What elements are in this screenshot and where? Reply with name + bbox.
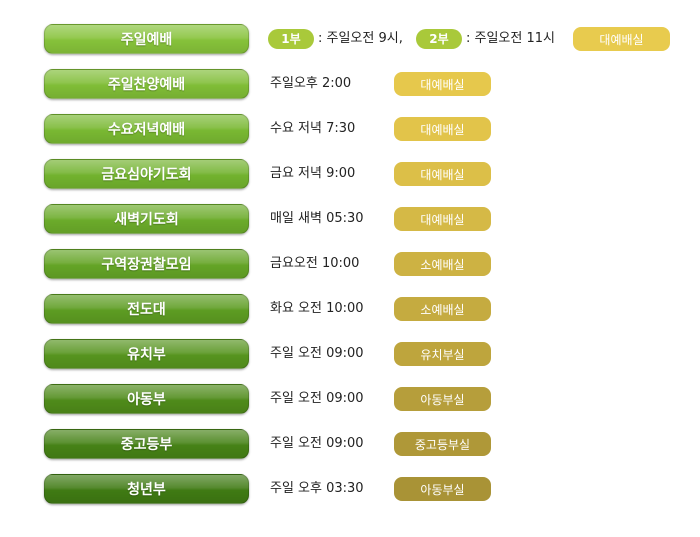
place-badge: 소예배실 xyxy=(394,252,491,276)
service-time: 주일 오전 09:00 xyxy=(270,391,364,406)
schedule-row: 구역장권찰모임 금요오전 10:00 소예배실 xyxy=(44,249,684,279)
session-1-badge: 1부 xyxy=(268,28,314,49)
service-time: 주일 오후 03:30 xyxy=(270,481,364,496)
place-badge: 유치부실 xyxy=(394,342,491,366)
service-time: 주일 오전 09:00 xyxy=(270,346,364,361)
place-badge: 중고등부실 xyxy=(394,432,491,456)
service-button[interactable]: 새벽기도회 xyxy=(44,204,249,234)
place-badge: 대예배실 xyxy=(394,72,491,96)
session-2-badge: 2부 xyxy=(416,28,462,49)
service-time: 화요 오전 10:00 xyxy=(270,301,364,316)
schedule-row: 새벽기도회 매일 새벽 05:30 대예배실 xyxy=(44,204,684,234)
schedule-row: 주일찬양예배 주일오후 2:00 대예배실 xyxy=(44,69,684,99)
schedule-row: 전도대 화요 오전 10:00 소예배실 xyxy=(44,294,684,324)
service-time: 수요 저녁 7:30 xyxy=(270,121,356,136)
service-time: 주일 오전 09:00 xyxy=(270,436,364,451)
service-button[interactable]: 주일찬양예배 xyxy=(44,69,249,99)
place-badge: 소예배실 xyxy=(394,297,491,321)
place-badge: 대예배실 xyxy=(394,162,491,186)
service-button[interactable]: 구역장권찰모임 xyxy=(44,249,249,279)
service-button[interactable]: 전도대 xyxy=(44,294,249,324)
place-badge: 대예배실 xyxy=(394,117,491,141)
service-time: 매일 새벽 05:30 xyxy=(270,211,364,226)
service-time: 금요오전 10:00 xyxy=(270,256,360,271)
service-button[interactable]: 아동부 xyxy=(44,384,249,414)
schedule-row: 수요저녁예배 수요 저녁 7:30 대예배실 xyxy=(44,114,684,144)
place-badge: 아동부실 xyxy=(394,477,491,501)
service-button[interactable]: 주일예배 xyxy=(44,24,249,54)
place-badge: 대예배실 xyxy=(573,27,670,51)
schedule-row: 금요심야기도회 금요 저녁 9:00 대예배실 xyxy=(44,159,684,189)
place-badge: 아동부실 xyxy=(394,387,491,411)
session-2-time: : 주일오전 11시 xyxy=(466,31,555,46)
schedule-row-sunday-worship: 주일예배 1부 : 주일오전 9시, 2부 : 주일오전 11시 대예배실 xyxy=(44,24,684,54)
service-button[interactable]: 청년부 xyxy=(44,474,249,504)
schedule-row: 중고등부 주일 오전 09:00 중고등부실 xyxy=(44,429,684,459)
service-button[interactable]: 중고등부 xyxy=(44,429,249,459)
place-badge: 대예배실 xyxy=(394,207,491,231)
schedule-row: 청년부 주일 오후 03:30 아동부실 xyxy=(44,474,684,504)
schedule-row: 아동부 주일 오전 09:00 아동부실 xyxy=(44,384,684,414)
service-time: 주일오후 2:00 xyxy=(270,76,352,91)
service-button[interactable]: 유치부 xyxy=(44,339,249,369)
session-1-time: : 주일오전 9시, xyxy=(318,31,403,46)
service-button[interactable]: 금요심야기도회 xyxy=(44,159,249,189)
schedule-row: 유치부 주일 오전 09:00 유치부실 xyxy=(44,339,684,369)
service-time: 금요 저녁 9:00 xyxy=(270,166,356,181)
service-button[interactable]: 수요저녁예배 xyxy=(44,114,249,144)
